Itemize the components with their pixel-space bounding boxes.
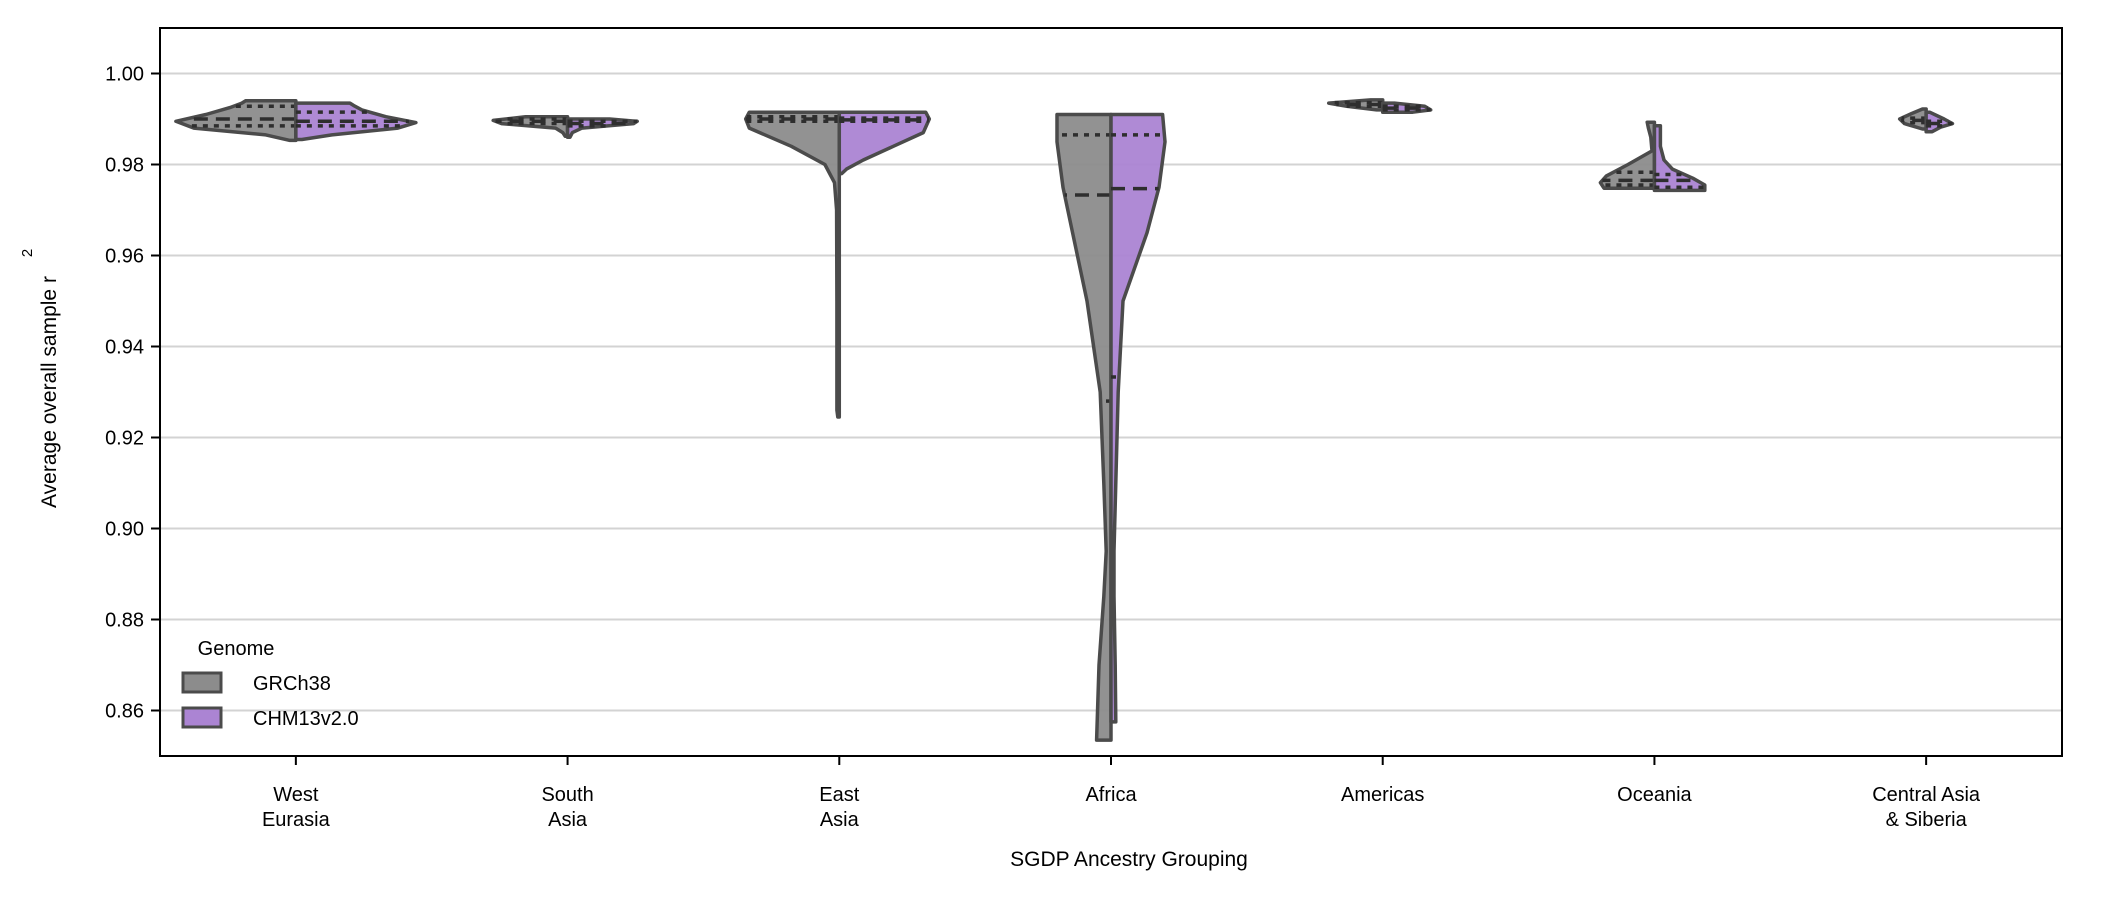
legend-swatch-grch38 xyxy=(181,671,223,694)
x-axis: West Eurasia South Asia East Asia Africa Americ… xyxy=(262,756,1981,831)
legend: Genome GRCh38 CHM13v2.0 xyxy=(181,638,359,730)
violin-half-chm13v20-3 xyxy=(1109,112,1167,724)
x-tick-label-line2: Asia xyxy=(820,809,860,831)
x-axis-title: SGDP Ancestry Grouping xyxy=(1010,848,1248,871)
y-tick-label: 0.94 xyxy=(105,337,144,359)
legend-title: Genome xyxy=(198,638,275,660)
legend-swatch-chm13 xyxy=(181,706,223,729)
violins xyxy=(174,98,1955,742)
x-tick-label: West xyxy=(273,784,319,806)
legend-label-chm13: CHM13v2.0 xyxy=(253,708,359,730)
y-tick-label: 0.86 xyxy=(105,701,144,723)
x-tick-label: East xyxy=(819,784,859,806)
y-axis-title: Average overall sample r 2 xyxy=(19,249,61,508)
y-tick-label: 0.90 xyxy=(105,519,144,541)
violin-half-chm13v20-0 xyxy=(294,101,418,142)
y-tick-label: 0.88 xyxy=(105,610,144,632)
violin-half-grch38-0 xyxy=(174,99,298,143)
y-axis-title-superscript: 2 xyxy=(19,249,36,257)
x-tick-label-line2: Asia xyxy=(548,809,588,831)
y-tick-label: 1.00 xyxy=(105,64,144,86)
y-tick-label: 0.96 xyxy=(105,246,144,268)
x-tick-label-line2: Eurasia xyxy=(262,809,331,831)
violin-half-grch38-3 xyxy=(1055,112,1113,742)
x-tick-label: South xyxy=(541,784,593,806)
y-axis: 0.86 0.88 0.90 0.92 0.94 0.96 0.98 1.00 xyxy=(105,64,160,723)
y-tick-label: 0.98 xyxy=(105,155,144,177)
y-axis-title-main: Average overall sample r xyxy=(38,276,61,508)
violin-half-grch38-2 xyxy=(743,110,842,419)
x-tick-label: Central Asia xyxy=(1872,784,1981,806)
legend-label-grch38: GRCh38 xyxy=(253,673,331,695)
x-tick-label-line2: & Siberia xyxy=(1886,809,1968,831)
x-tick-label: Oceania xyxy=(1617,784,1692,806)
violin-half-chm13v20-2 xyxy=(837,110,932,176)
x-tick-label: Americas xyxy=(1341,784,1424,806)
y-tick-label: 0.92 xyxy=(105,428,144,450)
x-tick-label: Africa xyxy=(1085,784,1137,806)
